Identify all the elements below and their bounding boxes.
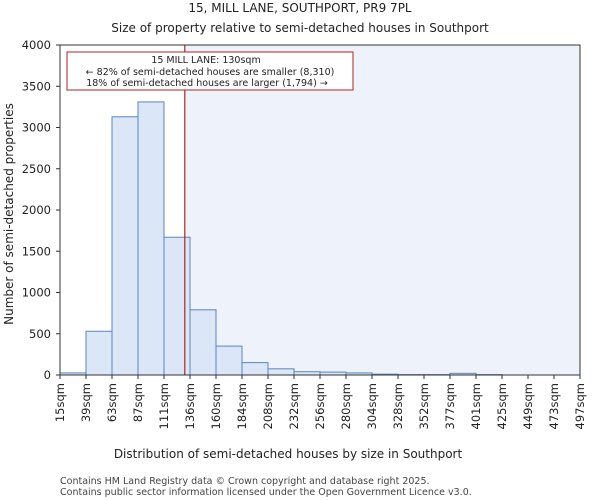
x-tick-label: 473sqm	[547, 383, 561, 429]
footer-line1: Contains HM Land Registry data © Crown c…	[60, 476, 430, 487]
y-tick-label: 2000	[22, 203, 51, 217]
x-tick-label: 401sqm	[469, 383, 483, 429]
histogram-bar	[163, 236, 191, 376]
x-tick-label: 184sqm	[235, 383, 249, 429]
y-tick-label: 1000	[22, 286, 51, 300]
annotation-line1: 15 MILL LANE: 130sqm	[151, 55, 260, 66]
x-tick-label: 232sqm	[287, 383, 301, 429]
histogram-bar	[189, 309, 217, 376]
larger-region-highlight	[184, 45, 581, 375]
y-tick-label: 500	[29, 327, 51, 341]
annotation-line3: 18% of semi-detached houses are larger (…	[86, 78, 328, 89]
chart-title-line2: Size of property relative to semi-detach…	[111, 21, 489, 35]
x-tick-label: 39sqm	[79, 383, 93, 422]
y-tick-label: 3000	[22, 121, 51, 135]
annotation-box	[66, 51, 354, 91]
x-tick-label: 328sqm	[391, 383, 405, 429]
histogram-bar	[241, 362, 269, 376]
footer-line2: Contains public sector information licen…	[60, 487, 472, 498]
y-tick-label: 3500	[22, 79, 51, 93]
y-axis-label: Number of semi-detached properties	[2, 103, 16, 325]
x-tick-label: 377sqm	[443, 383, 457, 429]
histogram-bar	[85, 330, 113, 376]
x-tick-label: 136sqm	[183, 383, 197, 429]
x-tick-label: 160sqm	[209, 383, 223, 429]
x-tick-label: 256sqm	[313, 383, 327, 429]
histogram-bar	[267, 368, 295, 376]
histogram-bar	[215, 345, 243, 376]
histogram-bar	[137, 101, 165, 376]
histogram-bar	[111, 116, 139, 376]
x-tick-label: 280sqm	[339, 383, 353, 429]
chart-title-line1: 15, MILL LANE, SOUTHPORT, PR9 7PL	[188, 1, 412, 15]
y-tick-label: 0	[44, 368, 51, 382]
y-tick-label: 1500	[22, 244, 51, 258]
x-tick-label: 497sqm	[573, 383, 587, 429]
x-tick-label: 449sqm	[521, 383, 535, 429]
x-tick-label: 352sqm	[417, 383, 431, 429]
x-tick-label: 208sqm	[261, 383, 275, 429]
x-tick-label: 111sqm	[157, 383, 171, 429]
y-tick-label: 2500	[22, 162, 51, 176]
annotation-line2: ← 82% of semi-detached houses are smalle…	[86, 67, 335, 78]
y-tick-label: 4000	[22, 38, 51, 52]
x-tick-label: 63sqm	[105, 383, 119, 422]
x-tick-label: 304sqm	[365, 383, 379, 429]
x-tick-label: 425sqm	[495, 383, 509, 429]
x-tick-label: 87sqm	[131, 383, 145, 422]
x-tick-label: 15sqm	[53, 383, 67, 422]
x-axis-label: Distribution of semi-detached houses by …	[114, 447, 463, 461]
